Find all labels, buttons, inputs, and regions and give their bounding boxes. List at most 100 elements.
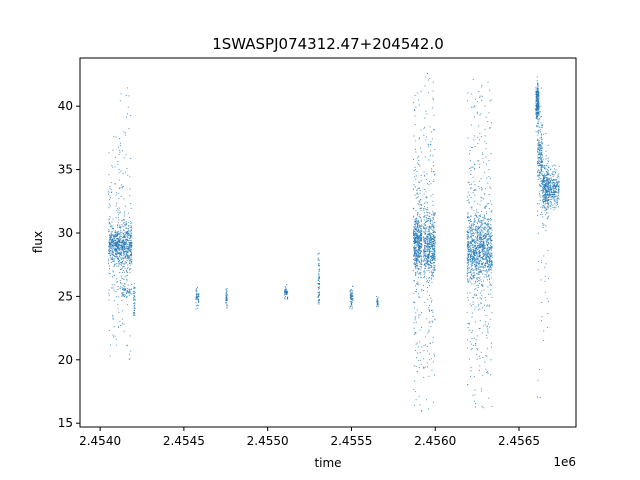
data-point	[431, 214, 433, 216]
data-point	[425, 399, 427, 401]
data-point	[475, 252, 477, 254]
data-point	[555, 201, 557, 203]
data-point	[417, 236, 419, 238]
data-point	[424, 188, 426, 190]
data-point	[414, 280, 416, 282]
data-point	[414, 237, 416, 239]
data-point	[484, 309, 486, 311]
data-point	[418, 253, 420, 255]
data-point	[414, 316, 416, 318]
data-point	[485, 255, 487, 257]
data-point	[425, 211, 427, 213]
data-point	[480, 281, 482, 283]
data-point	[128, 257, 130, 259]
data-point	[480, 266, 482, 268]
data-point	[467, 280, 469, 282]
data-point	[430, 226, 432, 228]
data-point	[539, 164, 541, 166]
data-point	[469, 237, 471, 239]
data-point	[540, 162, 542, 164]
data-point	[108, 252, 110, 254]
data-point	[428, 266, 430, 268]
data-point	[474, 293, 476, 295]
data-point	[541, 161, 543, 163]
data-point	[122, 289, 124, 291]
data-point	[553, 186, 555, 188]
data-point	[415, 260, 417, 262]
data-point	[468, 236, 470, 238]
data-point	[432, 97, 434, 99]
data-point	[486, 248, 488, 250]
data-point	[486, 272, 488, 274]
data-point	[468, 323, 470, 325]
data-point	[481, 95, 483, 97]
data-point	[412, 216, 414, 218]
data-point	[130, 254, 132, 256]
data-point	[119, 236, 121, 238]
data-point	[414, 148, 416, 150]
data-point	[474, 163, 476, 165]
data-point	[474, 189, 476, 191]
data-point	[428, 218, 430, 220]
data-point	[416, 264, 418, 266]
data-point	[479, 269, 481, 271]
data-point	[413, 237, 415, 239]
data-point	[129, 268, 131, 270]
data-point	[467, 235, 469, 237]
data-point	[537, 91, 539, 93]
data-point	[540, 185, 542, 187]
data-point	[542, 182, 544, 184]
data-point	[350, 294, 352, 296]
data-point	[419, 252, 421, 254]
data-point	[127, 291, 129, 293]
data-point	[431, 282, 433, 284]
data-point	[488, 238, 490, 240]
data-point	[547, 157, 549, 159]
data-point	[119, 272, 121, 274]
y-tick-label: 25	[58, 289, 73, 303]
data-point	[116, 251, 118, 253]
data-point	[349, 293, 351, 295]
data-point	[542, 222, 544, 224]
data-point	[113, 336, 115, 338]
data-point	[481, 248, 483, 250]
data-point	[423, 174, 425, 176]
x-tick-label: 2.4555	[330, 434, 372, 448]
data-point	[553, 182, 555, 184]
data-point	[129, 257, 131, 259]
data-point	[426, 173, 428, 175]
data-point	[434, 247, 436, 249]
data-point	[474, 241, 476, 243]
data-point	[126, 292, 128, 294]
data-point	[434, 374, 436, 376]
data-point	[542, 180, 544, 182]
data-point	[468, 202, 470, 204]
data-point	[433, 267, 435, 269]
data-point	[418, 200, 420, 202]
data-point	[429, 236, 431, 238]
data-point	[415, 242, 417, 244]
data-point	[471, 348, 473, 350]
data-point	[490, 227, 492, 229]
data-point	[476, 277, 478, 279]
data-point	[120, 263, 122, 265]
data-point	[539, 163, 541, 165]
data-point	[424, 228, 426, 230]
data-point	[554, 184, 556, 186]
data-point	[478, 266, 480, 268]
data-point	[489, 186, 491, 188]
data-point	[414, 236, 416, 238]
data-point	[488, 234, 490, 236]
data-point	[124, 276, 126, 278]
data-point	[537, 114, 539, 116]
data-point	[127, 174, 129, 176]
data-point	[126, 278, 128, 280]
data-point	[479, 254, 481, 256]
data-point	[198, 295, 200, 297]
data-point	[427, 212, 428, 214]
axes-frame	[79, 57, 577, 428]
data-point	[108, 221, 110, 223]
data-point	[113, 249, 115, 251]
data-point	[287, 296, 289, 298]
data-point	[475, 239, 477, 241]
